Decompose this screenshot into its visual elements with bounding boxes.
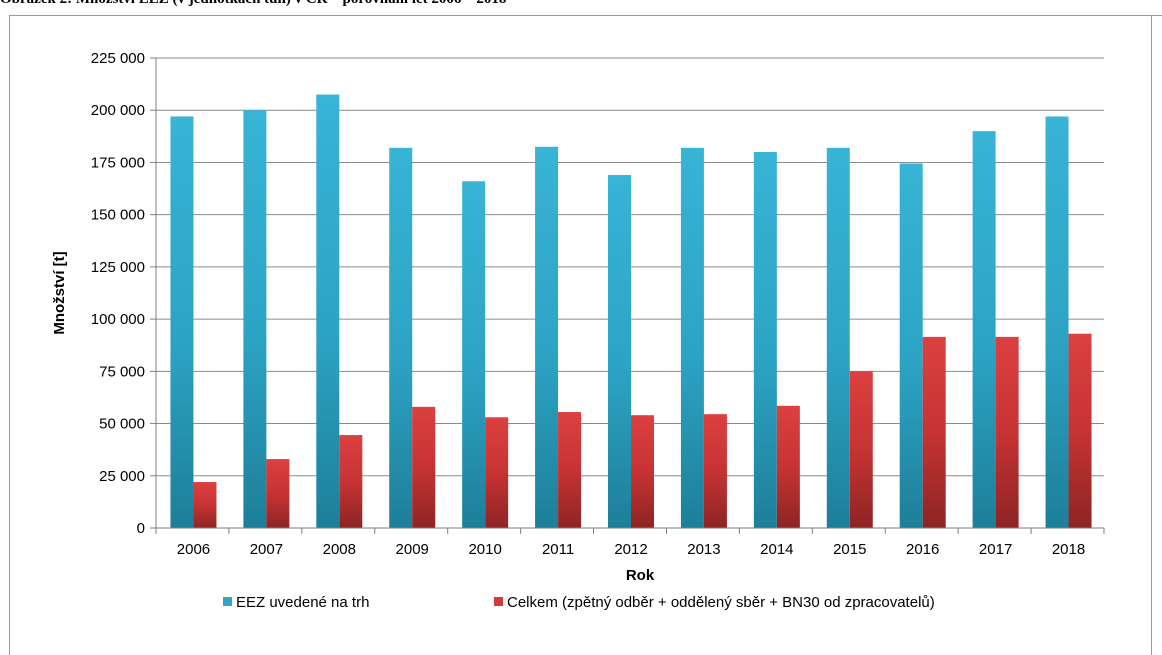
legend-label: EEZ uvedené na trh bbox=[236, 594, 369, 611]
x-tick-label: 2007 bbox=[250, 541, 283, 558]
y-axis-title: Množství [t] bbox=[51, 251, 68, 334]
bar-celkem-2008 bbox=[339, 435, 363, 528]
x-tick-label: 2018 bbox=[1052, 541, 1085, 558]
x-tick-label: 2009 bbox=[396, 541, 429, 558]
x-tick-label: 2015 bbox=[833, 541, 866, 558]
figure-caption: Obrázek 2: Množství EEZ (v jednotkách tu… bbox=[0, 0, 1162, 11]
x-tick-label: 2013 bbox=[687, 541, 720, 558]
bar-eez-2008 bbox=[316, 94, 340, 529]
bar-celkem-2016 bbox=[922, 336, 946, 528]
x-tick-label: 2012 bbox=[614, 541, 647, 558]
y-tick-label: 75 000 bbox=[99, 363, 145, 380]
bar-eez-2014 bbox=[753, 152, 777, 528]
bar-eez-2016 bbox=[899, 163, 923, 528]
bar-eez-2009 bbox=[389, 147, 413, 529]
bar-celkem-2009 bbox=[412, 406, 436, 528]
bar-celkem-2007 bbox=[266, 459, 290, 528]
y-tick-label: 150 000 bbox=[91, 207, 145, 224]
bar-celkem-2018 bbox=[1068, 333, 1092, 528]
x-tick-label: 2010 bbox=[468, 541, 501, 558]
bar-eez-2006 bbox=[170, 116, 194, 528]
top-rule bbox=[1118, 15, 1162, 16]
y-tick-label: 125 000 bbox=[91, 259, 145, 276]
y-tick-label: 25 000 bbox=[99, 468, 145, 485]
y-tick-label: 200 000 bbox=[91, 102, 145, 119]
y-tick-label: 50 000 bbox=[99, 416, 145, 433]
x-tick-label: 2006 bbox=[177, 541, 210, 558]
x-tick-label: 2014 bbox=[760, 541, 793, 558]
y-tick-label: 100 000 bbox=[91, 311, 145, 328]
bar-eez-2013 bbox=[680, 147, 704, 529]
bar-eez-2007 bbox=[243, 110, 267, 528]
bar-celkem-2011 bbox=[558, 412, 582, 528]
bar-celkem-2015 bbox=[849, 371, 873, 528]
legend-label: Celkem (zpětný odběr + oddělený sběr + B… bbox=[507, 594, 935, 611]
y-tick-label: 175 000 bbox=[91, 154, 145, 171]
bar-eez-2012 bbox=[608, 174, 631, 528]
bar-eez-2018 bbox=[1045, 116, 1069, 528]
legend-swatch bbox=[494, 597, 503, 606]
bar-eez-2011 bbox=[535, 146, 559, 528]
bar-celkem-2012 bbox=[631, 415, 654, 528]
x-axis-title: Rok bbox=[626, 567, 655, 584]
bar-celkem-2014 bbox=[776, 405, 800, 528]
bar-eez-2017 bbox=[972, 131, 996, 528]
y-tick-label: 225 000 bbox=[91, 50, 145, 67]
chart-frame bbox=[9, 15, 1152, 655]
legend: EEZ uvedené na trh Celkem (zpětný odběr +… bbox=[223, 594, 935, 611]
bar-celkem-2017 bbox=[995, 336, 1019, 528]
bar-celkem-2013 bbox=[703, 414, 727, 528]
bar-eez-2010 bbox=[462, 181, 486, 528]
bar-chart: 0 25 000 50 000 75 000 100 000 125 000 150 000… bbox=[51, 50, 1105, 611]
y-tick-label: 0 bbox=[137, 520, 145, 537]
x-tick-label: 2011 bbox=[542, 541, 574, 558]
bar-celkem-2010 bbox=[485, 417, 509, 528]
bar-eez-2015 bbox=[826, 147, 850, 529]
x-tick-label: 2016 bbox=[906, 541, 939, 558]
bar-celkem-2006 bbox=[193, 482, 217, 528]
x-tick-label: 2017 bbox=[979, 541, 1012, 558]
x-tick-label: 2008 bbox=[323, 541, 356, 558]
legend-swatch bbox=[223, 597, 232, 606]
